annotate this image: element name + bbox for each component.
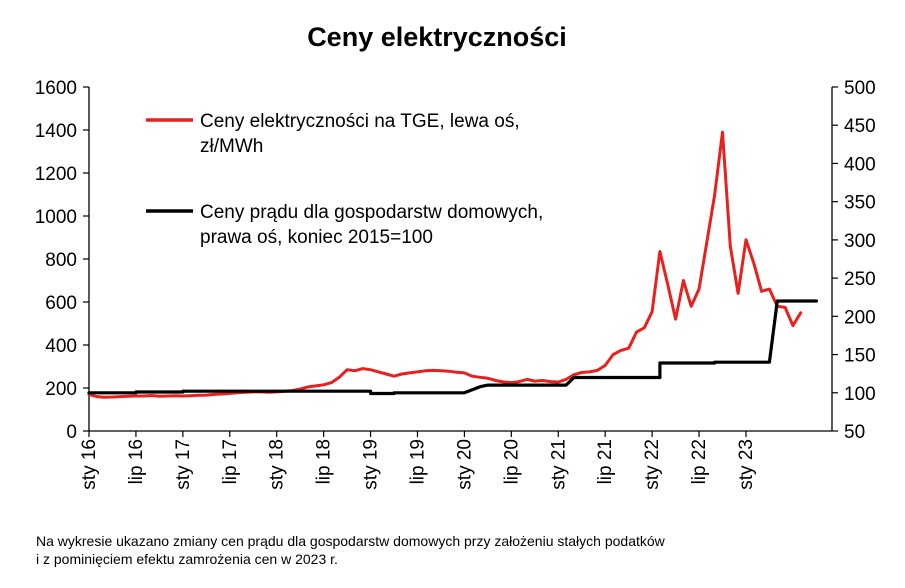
left-tick-label: 1200 bbox=[35, 164, 77, 185]
right-tick-label: 50 bbox=[844, 422, 865, 443]
x-axis-ticks: sty 16 lip 16 sty 17 lip 17 sty 18 lip 18 sty … bbox=[79, 431, 757, 490]
x-tick-label: lip 16 bbox=[126, 439, 147, 484]
footnote: Na wykresie ukazano zmiany cen prądu dla… bbox=[36, 532, 665, 568]
series-line-household-prices bbox=[87, 299, 819, 396]
series-line-tge-prices bbox=[87, 130, 803, 399]
left-tick-label: 1600 bbox=[35, 78, 77, 99]
chart-title: Ceny elektryczności bbox=[307, 22, 567, 52]
x-tick-label: lip 21 bbox=[595, 439, 616, 484]
legend: Ceny elektryczności na TGE, lewa oś, zł/… bbox=[146, 111, 543, 248]
right-tick-label: 100 bbox=[844, 384, 876, 405]
left-tick-label: 1000 bbox=[35, 207, 77, 228]
right-tick-label: 200 bbox=[844, 307, 876, 328]
left-tick-label: 600 bbox=[45, 293, 77, 314]
right-tick-label: 450 bbox=[844, 116, 876, 137]
left-tick-label: 400 bbox=[45, 336, 77, 357]
x-tick-label: sty 16 bbox=[79, 439, 100, 490]
right-tick-label: 500 bbox=[844, 78, 876, 99]
x-tick-label: sty 18 bbox=[267, 439, 288, 490]
right-axis-ticks: 50 100 150 200 250 300 350 400 450 500 bbox=[832, 78, 876, 443]
right-tick-label: 150 bbox=[844, 346, 876, 367]
footnote-line-2: i z pominięciem efektu zamrożenia cen w … bbox=[36, 551, 338, 567]
right-tick-label: 350 bbox=[844, 193, 876, 214]
x-tick-label: sty 17 bbox=[173, 439, 194, 490]
legend-label-tge: Ceny elektryczności na TGE, lewa oś, bbox=[200, 111, 520, 132]
x-tick-label: lip 19 bbox=[407, 439, 428, 484]
x-tick-label: sty 21 bbox=[548, 439, 569, 490]
x-tick-label: sty 20 bbox=[454, 439, 475, 490]
x-tick-label: lip 18 bbox=[314, 439, 335, 484]
left-tick-label: 200 bbox=[45, 379, 77, 400]
left-tick-label: 800 bbox=[45, 250, 77, 271]
chart: Ceny elektryczności 0 200 400 600 800 1000 120… bbox=[35, 22, 876, 490]
x-tick-label: lip 17 bbox=[220, 439, 241, 484]
x-tick-label: lip 20 bbox=[501, 439, 522, 484]
left-axis-ticks: 0 200 400 600 800 1000 1200 1400 1600 bbox=[35, 78, 89, 443]
footnote-line-1: Na wykresie ukazano zmiany cen prądu dla… bbox=[36, 533, 665, 549]
right-tick-label: 250 bbox=[844, 269, 876, 290]
legend-label-tge-unit: zł/MWh bbox=[200, 136, 263, 157]
left-tick-label: 0 bbox=[66, 422, 77, 443]
right-tick-label: 300 bbox=[844, 231, 876, 252]
series-lines bbox=[87, 130, 819, 399]
right-tick-label: 400 bbox=[844, 154, 876, 175]
x-tick-label: sty 22 bbox=[642, 439, 663, 490]
x-tick-label: sty 19 bbox=[361, 439, 382, 490]
x-tick-label: sty 23 bbox=[736, 439, 757, 490]
x-tick-label: lip 22 bbox=[689, 439, 710, 484]
legend-label-households: Ceny prądu dla gospodarstw domowych, bbox=[200, 202, 543, 223]
legend-label-households-axis: prawa oś, koniec 2015=100 bbox=[200, 227, 433, 248]
left-tick-label: 1400 bbox=[35, 121, 77, 142]
